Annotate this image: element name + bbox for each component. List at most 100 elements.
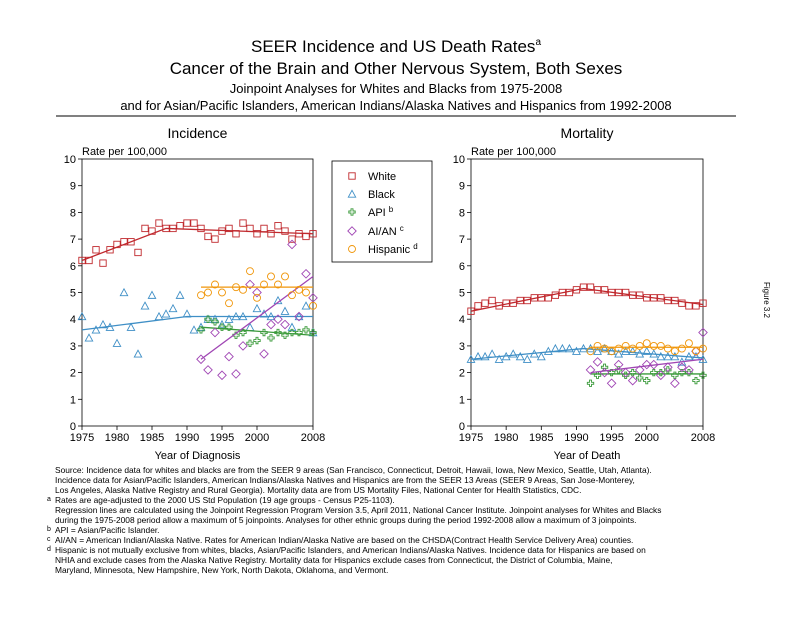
point xyxy=(586,347,595,356)
point xyxy=(692,302,700,310)
note-line: Hispanic is not mutually exclusive from … xyxy=(55,545,646,555)
point xyxy=(155,219,163,227)
point xyxy=(613,359,624,370)
point xyxy=(494,354,504,363)
point xyxy=(204,288,212,297)
point xyxy=(481,299,489,307)
point xyxy=(544,294,552,302)
point xyxy=(78,256,86,265)
point xyxy=(502,299,510,307)
point xyxy=(650,294,658,302)
point xyxy=(634,365,645,375)
point xyxy=(643,376,651,385)
point xyxy=(252,303,262,313)
point xyxy=(253,293,261,302)
point xyxy=(593,341,602,350)
point xyxy=(536,351,546,361)
point xyxy=(663,362,673,373)
point xyxy=(557,343,567,353)
y-tick-label: 4 xyxy=(459,314,465,326)
y-tick-label: 1 xyxy=(70,394,76,406)
point xyxy=(627,375,638,386)
note-line: Source: Incidence data for whites and bl… xyxy=(55,465,652,475)
point xyxy=(302,232,310,241)
x-tick-label: 1975 xyxy=(70,432,94,444)
note-mark: a xyxy=(47,496,51,503)
y-tick-label: 7 xyxy=(459,234,465,246)
point xyxy=(564,343,574,353)
point xyxy=(657,294,665,302)
point xyxy=(579,343,588,353)
point xyxy=(628,346,638,355)
point xyxy=(664,296,672,305)
point xyxy=(655,370,666,381)
y-tick-label: 0 xyxy=(70,421,76,433)
point xyxy=(231,311,241,321)
panel-title: Mortality xyxy=(561,125,614,141)
point xyxy=(678,368,686,377)
point xyxy=(302,326,310,334)
point xyxy=(600,286,609,294)
point xyxy=(529,349,539,358)
point xyxy=(175,290,185,299)
point xyxy=(600,363,609,371)
note-line: Incidence data for Asian/Pacific Islande… xyxy=(55,475,635,485)
point xyxy=(85,256,93,265)
point xyxy=(288,291,296,300)
point xyxy=(678,299,686,307)
y-tick-label: 8 xyxy=(70,207,76,219)
plot-frame xyxy=(470,158,704,427)
point xyxy=(294,311,304,322)
point xyxy=(467,307,475,315)
y-tick-label: 4 xyxy=(70,314,76,326)
figure-label: Figure 3.2 xyxy=(762,282,771,319)
point xyxy=(204,232,212,241)
point xyxy=(225,224,233,233)
legend-marker xyxy=(347,226,357,236)
point xyxy=(189,325,199,334)
trend-line xyxy=(470,347,704,360)
point xyxy=(649,341,658,350)
x-tick-label: 1995 xyxy=(599,432,623,444)
point xyxy=(301,301,311,310)
point xyxy=(232,283,240,292)
point xyxy=(126,322,136,331)
point xyxy=(246,224,254,233)
point xyxy=(607,368,616,377)
point xyxy=(196,354,206,365)
point xyxy=(281,331,289,339)
y-tick-label: 9 xyxy=(70,181,76,193)
point xyxy=(495,302,503,310)
legend-name: API xyxy=(368,207,386,219)
point xyxy=(622,288,630,297)
point xyxy=(302,288,310,297)
y-tick-label: 3 xyxy=(70,341,76,353)
point xyxy=(162,224,170,233)
point xyxy=(267,334,275,342)
point xyxy=(642,339,651,348)
legend-name: AI/AN xyxy=(368,226,397,238)
point xyxy=(670,378,680,389)
point xyxy=(565,288,574,297)
point xyxy=(309,301,317,310)
x-tick-label: 1980 xyxy=(105,432,129,444)
point xyxy=(119,287,129,297)
point xyxy=(225,299,233,308)
point xyxy=(699,344,707,353)
point xyxy=(614,349,624,358)
y-tick-label: 5 xyxy=(70,288,76,300)
point xyxy=(98,319,108,329)
point xyxy=(551,291,560,299)
point xyxy=(211,280,219,289)
y-tick-label: 2 xyxy=(459,368,465,380)
point xyxy=(543,346,553,355)
subtitle: Cancer of the Brain and Other Nervous Sy… xyxy=(170,59,623,78)
point xyxy=(253,230,261,238)
point xyxy=(210,314,220,323)
point xyxy=(197,326,205,334)
legend-marker xyxy=(348,172,356,180)
point xyxy=(585,365,596,375)
point xyxy=(550,343,560,353)
legend-note: d xyxy=(413,242,417,251)
point xyxy=(287,239,297,250)
